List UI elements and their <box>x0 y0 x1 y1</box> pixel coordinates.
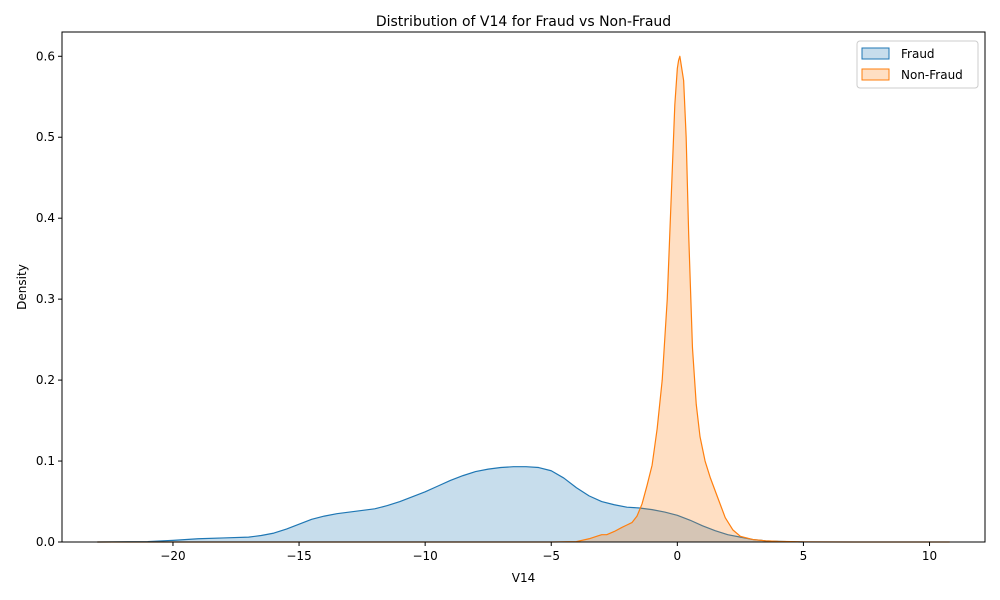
legend-label-fraud: Fraud <box>901 47 935 61</box>
x-tick-label: −5 <box>542 549 560 563</box>
x-tick-label: 0 <box>674 549 682 563</box>
y-tick-label: 0.2 <box>36 373 55 387</box>
legend: Fraud Non-Fraud <box>856 40 979 89</box>
y-tick-label: 0.4 <box>36 211 55 225</box>
chart-title: Distribution of V14 for Fraud vs Non-Fra… <box>376 14 671 30</box>
y-axis: 0.0 0.1 0.2 0.3 0.4 0.5 0.6 <box>36 49 62 549</box>
plot-frame <box>61 31 986 543</box>
x-tick-label: 5 <box>800 549 808 563</box>
y-tick-label: 0.5 <box>36 130 55 144</box>
y-axis-label: Density <box>15 264 29 310</box>
density-line-fraud <box>97 466 804 543</box>
y-tick-label: 0.1 <box>36 454 55 468</box>
x-axis: −20 −15 −10 −5 0 5 10 <box>160 542 937 563</box>
x-tick-label: −10 <box>412 549 437 563</box>
density-area-fraud <box>97 466 804 542</box>
legend-swatch-fraud <box>861 47 890 60</box>
y-tick-label: 0.0 <box>36 535 55 549</box>
legend-box <box>856 40 979 89</box>
y-tick-label: 0.3 <box>36 292 55 306</box>
y-tick-label: 0.6 <box>36 49 55 63</box>
x-tick-label: −15 <box>286 549 311 563</box>
x-tick-label: 10 <box>922 549 937 563</box>
plot-area <box>97 55 950 543</box>
x-axis-label: V14 <box>512 571 535 585</box>
legend-label-non-fraud: Non-Fraud <box>901 68 963 82</box>
density-line-non-fraud <box>97 55 950 543</box>
x-tick-label: −20 <box>160 549 185 563</box>
legend-swatch-non-fraud <box>861 68 890 81</box>
